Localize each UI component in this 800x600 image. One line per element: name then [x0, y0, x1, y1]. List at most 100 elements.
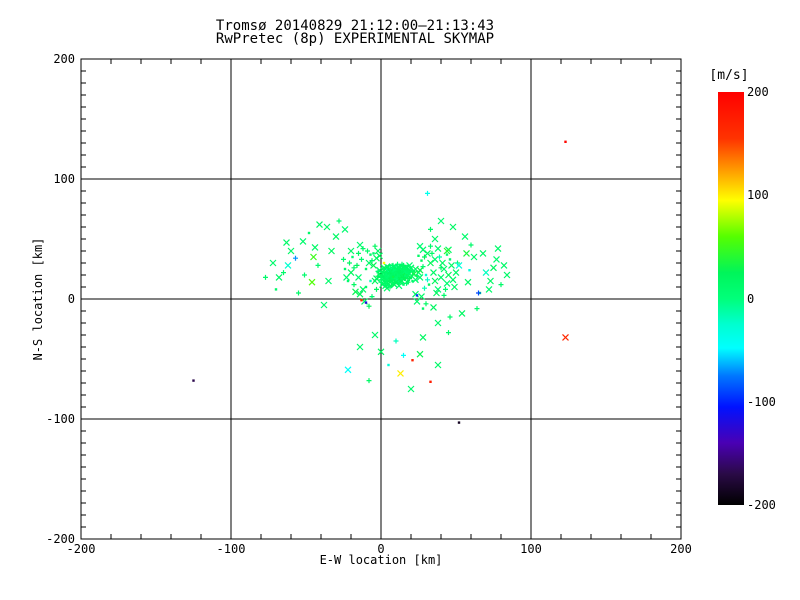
data-point: [452, 269, 460, 277]
x-axis-label: E-W location [km]: [319, 553, 443, 567]
data-point: [307, 231, 311, 235]
data-point: [360, 299, 363, 302]
x-tick-label: -100: [217, 542, 246, 556]
x-tick-label: 100: [520, 542, 542, 556]
data-point: [401, 264, 409, 272]
data-point: [383, 272, 388, 278]
data-point: [351, 265, 357, 271]
data-point: [443, 279, 451, 287]
data-point: [274, 288, 278, 291]
data-point: [281, 270, 286, 276]
data-point: [369, 294, 375, 300]
data-point: [446, 330, 451, 336]
data-point: [399, 264, 402, 267]
data-point: [440, 265, 448, 273]
data-point: [343, 273, 350, 281]
data-point: [470, 253, 478, 261]
gridlines: [81, 59, 681, 539]
data-point: [448, 261, 455, 269]
data-point: [417, 254, 420, 257]
data-point: [369, 258, 375, 264]
data-point: [401, 274, 406, 280]
data-point: [399, 266, 402, 269]
data-point: [372, 252, 375, 255]
data-point: [434, 319, 442, 327]
data-point: [431, 277, 439, 285]
data-point: [382, 282, 389, 290]
y-axis-label: N-S location [km]: [31, 237, 45, 361]
data-point: [409, 276, 413, 279]
colorbar-tick-label: -100: [747, 394, 776, 409]
data-point: [439, 259, 446, 267]
colorbar-tick-label: 0: [747, 291, 755, 306]
data-point: [402, 283, 405, 286]
x-tick-label: -200: [67, 542, 96, 556]
x-tick-label: 0: [377, 542, 384, 556]
data-point: [413, 297, 421, 305]
data-point: [390, 277, 393, 280]
data-point: [447, 314, 453, 320]
data-point: [434, 361, 442, 369]
data-point: [377, 348, 385, 356]
data-point: [390, 262, 396, 268]
data-point: [395, 273, 400, 279]
data-point: [387, 363, 390, 367]
data-point: [441, 292, 447, 298]
data-point: [427, 259, 434, 267]
data-point: [356, 241, 364, 249]
data-point: [438, 265, 444, 271]
data-points: [192, 140, 569, 424]
data-point: [564, 140, 567, 143]
data-point: [503, 271, 511, 279]
data-point: [393, 269, 396, 272]
data-point: [403, 275, 407, 278]
data-point: [416, 242, 424, 250]
data-point: [320, 301, 328, 309]
data-point: [374, 247, 382, 255]
y-tick-label: -100: [46, 412, 75, 426]
data-point: [376, 252, 383, 260]
data-point: [449, 276, 457, 284]
data-point: [457, 421, 461, 424]
data-point: [405, 276, 411, 282]
data-point: [296, 290, 301, 296]
data-point: [388, 264, 392, 267]
data-point: [393, 266, 396, 269]
data-point: [310, 253, 317, 261]
data-point: [396, 266, 399, 269]
data-point: [359, 256, 364, 262]
data-point: [461, 233, 469, 241]
data-point: [437, 217, 445, 225]
data-point: [360, 246, 366, 252]
data-point: [371, 331, 379, 339]
data-point: [284, 261, 292, 269]
data-point: [275, 273, 283, 281]
colorbar-tick-label: 100: [747, 188, 769, 203]
data-point: [458, 309, 466, 317]
colorbar-tick-label: 200: [747, 85, 769, 99]
data-point: [425, 190, 430, 196]
data-point: [494, 245, 502, 253]
data-point: [387, 279, 390, 283]
data-point: [428, 243, 433, 249]
data-point: [396, 268, 402, 274]
data-point: [411, 279, 414, 283]
data-point: [374, 286, 379, 292]
data-point: [416, 273, 424, 281]
colorbar: [718, 92, 744, 505]
data-point: [449, 223, 457, 231]
data-point: [476, 290, 481, 296]
data-point: [430, 269, 437, 277]
data-point: [343, 267, 347, 271]
data-point: [424, 249, 431, 257]
axis-ticks: [81, 59, 681, 539]
data-point: [434, 245, 442, 253]
data-point: [401, 352, 406, 358]
data-point: [302, 272, 307, 278]
data-point: [434, 285, 442, 293]
data-point: [448, 258, 452, 261]
data-point: [463, 249, 470, 257]
data-point: [382, 261, 386, 265]
data-point: [493, 255, 500, 263]
